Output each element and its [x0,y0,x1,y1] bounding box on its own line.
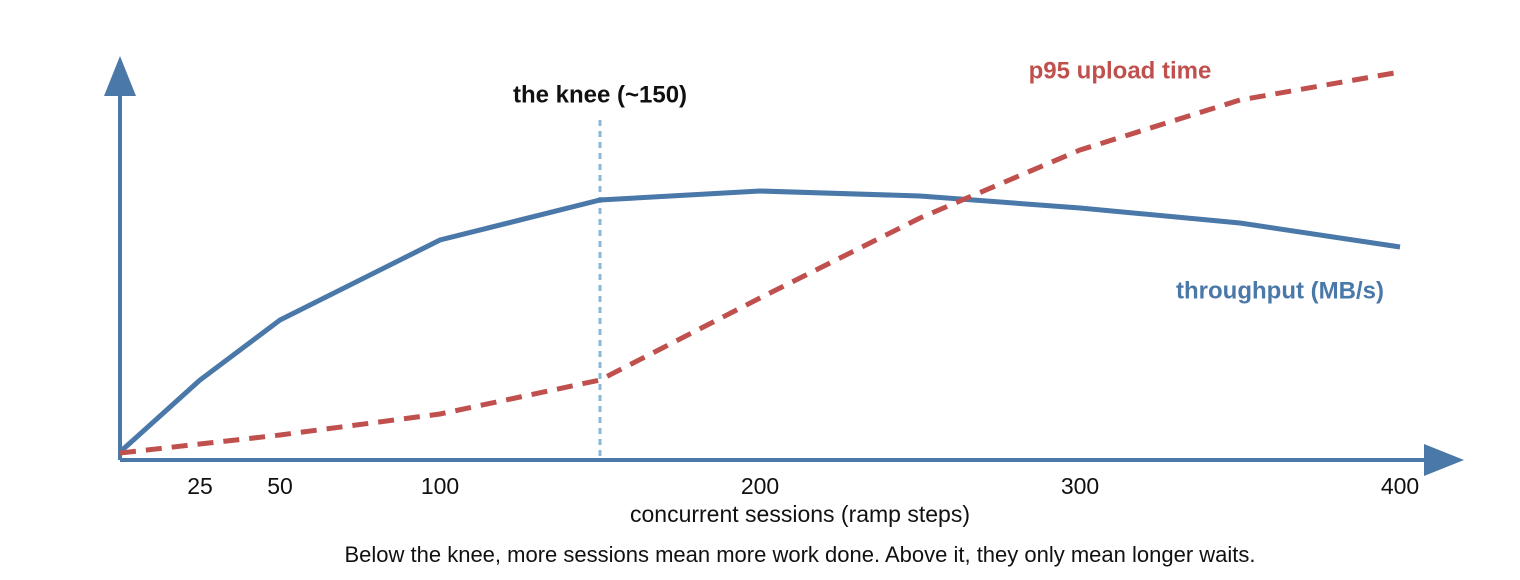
x-axis-label: concurrent sessions (ramp steps) [630,501,970,527]
x-tick-label: 50 [267,473,293,499]
axes [104,56,1464,476]
knee-label: the knee (~150) [513,81,687,108]
caption: Below the knee, more sessions mean more … [344,542,1255,567]
x-axis-arrow [1424,444,1464,476]
x-tick-label: 100 [421,473,459,499]
x-tick-label: 25 [187,473,213,499]
series-label: throughput (MB/s) [1176,277,1384,304]
series-label: p95 upload time [1029,57,1212,84]
x-tick-label: 400 [1381,473,1419,499]
series-line [118,188,1401,454]
x-tick-label: 300 [1061,473,1099,499]
x-tick-label: 200 [741,473,779,499]
y-axis-arrow [104,56,136,96]
series-line [119,69,1401,456]
